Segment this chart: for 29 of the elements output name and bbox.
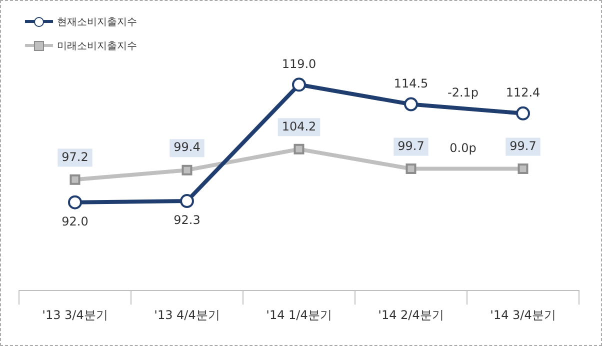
- point: [182, 164, 192, 176]
- point: [294, 144, 304, 154]
- point: [180, 194, 194, 208]
- data-label: 99.7: [510, 138, 536, 153]
- x-tick-label: '14 2/4분기: [378, 308, 444, 322]
- legend-label: 현재소비지출지수: [57, 16, 137, 29]
- x-tick-label: '13 3/4분기: [42, 308, 108, 322]
- data-label: 112.4: [506, 86, 540, 100]
- data-label: 97.2: [62, 150, 88, 164]
- annotation: 0.0p: [450, 140, 476, 155]
- data-label: 99.4: [174, 140, 200, 154]
- point: [518, 164, 528, 174]
- data-label: 99.7: [398, 138, 424, 153]
- point: [406, 164, 416, 174]
- point: [68, 195, 82, 210]
- data-label: 92.3: [174, 213, 200, 228]
- data-label: 119.0: [282, 56, 316, 71]
- point: [292, 78, 306, 92]
- point: [70, 174, 80, 185]
- point: [516, 106, 530, 120]
- x-tick-label: '13 4/4분기: [154, 308, 220, 322]
- x-tick-label: '14 1/4분기: [266, 308, 332, 322]
- legend-label: 미래소비지출지수: [57, 40, 137, 53]
- annotation: -2.1p: [447, 86, 479, 100]
- point: [404, 97, 418, 112]
- data-label: 104.2: [282, 119, 316, 134]
- data-label: 92.0: [62, 214, 88, 228]
- data-label: 114.5: [394, 76, 428, 90]
- x-tick-label: '14 3/4분기: [490, 308, 556, 322]
